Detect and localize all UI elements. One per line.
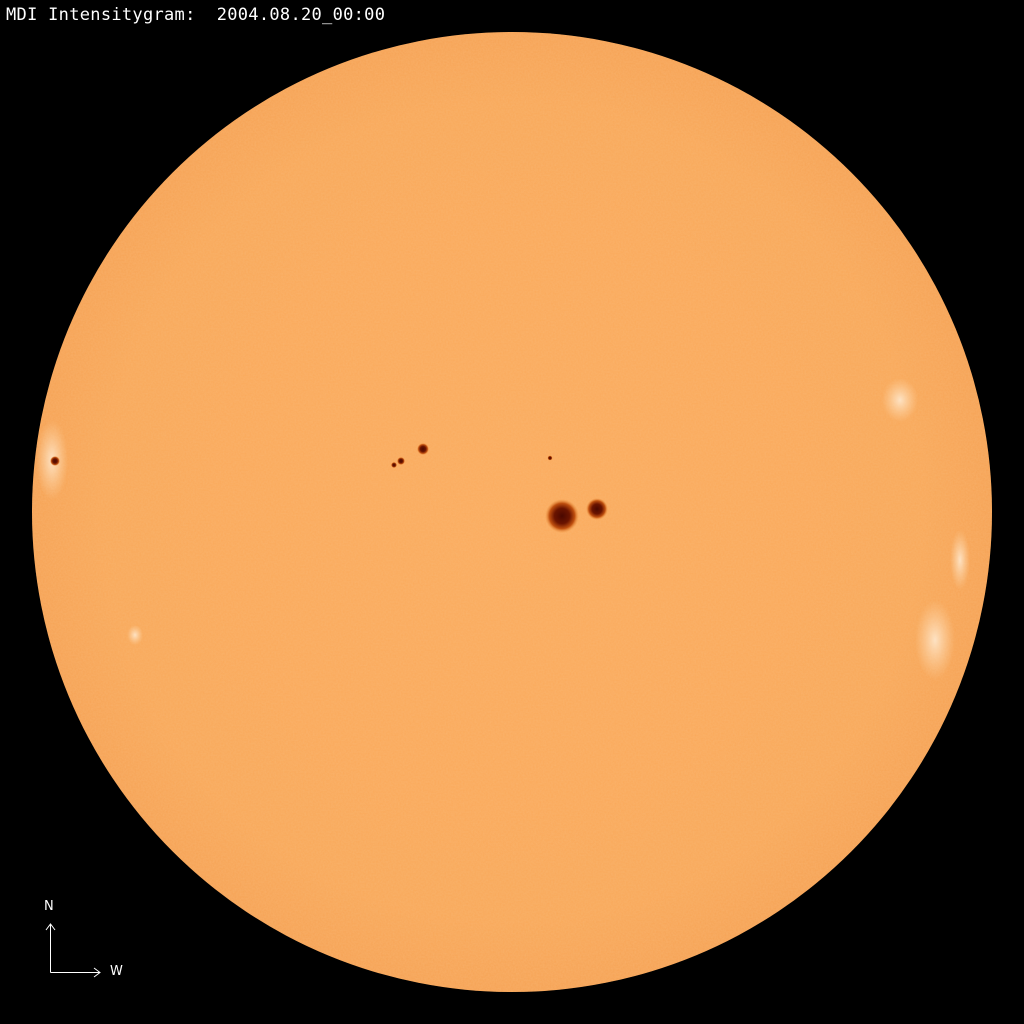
compass-north-label: N xyxy=(44,899,54,914)
sunspot-large xyxy=(545,499,579,533)
granulation-texture xyxy=(32,32,992,992)
compass-west-label: W xyxy=(110,964,123,979)
sunspot-small xyxy=(417,443,429,455)
sunspots xyxy=(50,443,608,533)
sunspot-small xyxy=(391,462,397,468)
compass-arrows xyxy=(45,923,101,978)
sunspot-small xyxy=(397,457,405,465)
sunspot-limb xyxy=(50,456,60,466)
sunspot-tiny xyxy=(547,455,553,461)
image-title: MDI Intensitygram: 2004.08.20_00:00 xyxy=(6,5,386,25)
faculae xyxy=(36,378,970,680)
sunspot-medium xyxy=(586,498,608,520)
